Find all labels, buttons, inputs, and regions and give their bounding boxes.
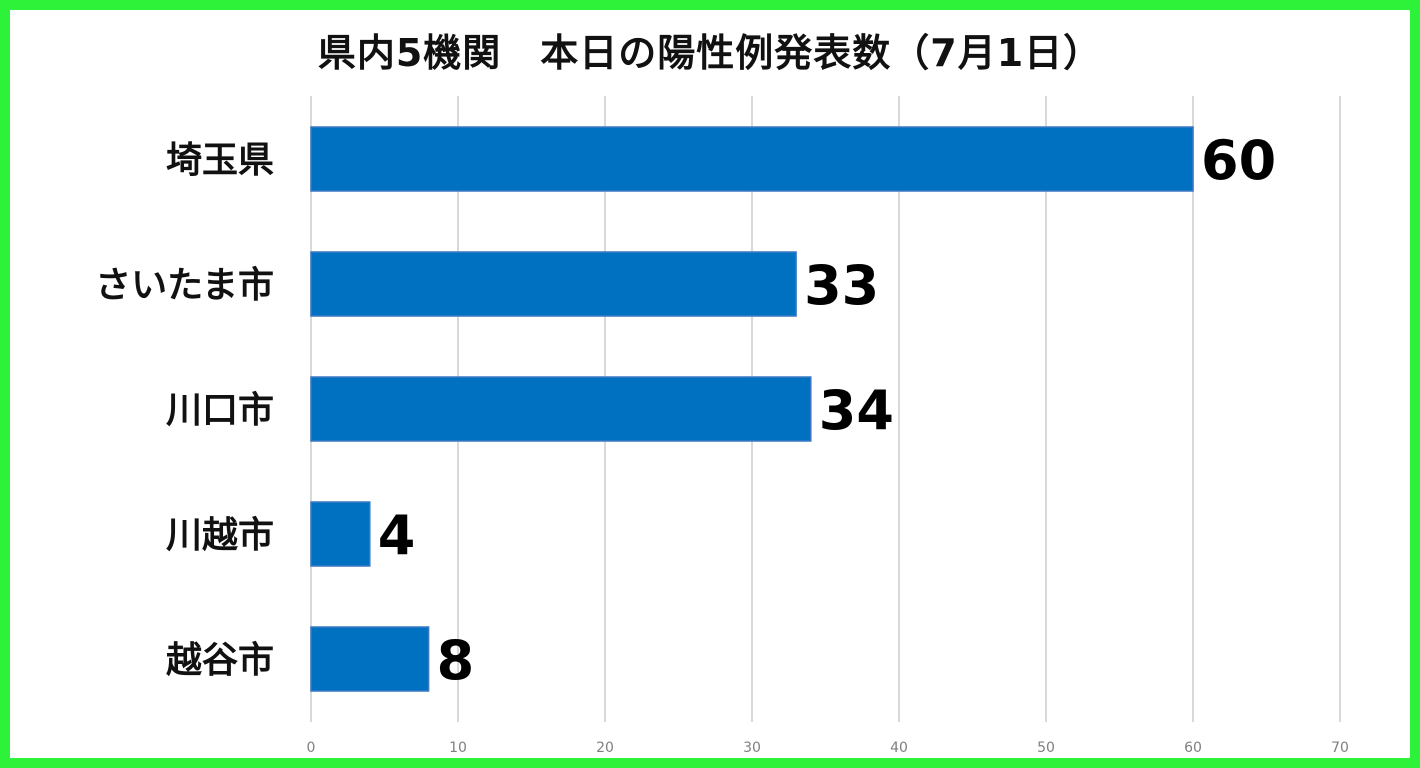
category-label: 川口市 (166, 390, 274, 431)
x-tick-label: 30 (743, 740, 761, 756)
x-tick-label: 20 (596, 740, 614, 756)
data-label: 34 (819, 379, 894, 442)
x-tick-label: 50 (1037, 740, 1055, 756)
x-tick-label: 10 (449, 740, 467, 756)
category-label: 埼玉県 (166, 140, 274, 181)
x-tick-label: 40 (890, 740, 908, 756)
data-label: 8 (437, 629, 475, 692)
bar (310, 126, 1194, 192)
data-label: 60 (1201, 129, 1276, 192)
bar (310, 376, 812, 442)
x-axis-ticks: 0 10 20 30 40 50 60 70 (307, 740, 1349, 756)
bar (310, 251, 797, 317)
category-label: さいたま市 (95, 265, 274, 306)
x-tick-label: 60 (1184, 740, 1202, 756)
category-label: 越谷市 (166, 640, 274, 681)
x-tick-label: 0 (307, 740, 316, 756)
data-label: 33 (804, 254, 879, 317)
x-tick-label: 70 (1331, 740, 1349, 756)
bar (310, 626, 430, 692)
data-label: 4 (378, 504, 416, 567)
bar (310, 501, 371, 567)
bars (310, 126, 1194, 692)
category-label: 川越市 (166, 515, 274, 556)
data-labels: 60 33 34 48 (378, 129, 1276, 692)
chart-title: 県内5機関 本日の陽性例発表数（7月1日） (317, 31, 1103, 75)
